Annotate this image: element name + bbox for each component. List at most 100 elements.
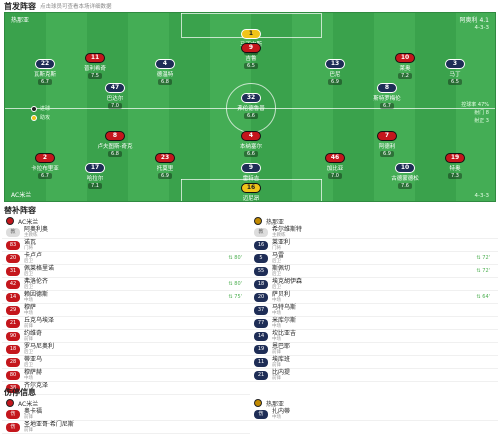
subs-title: 替补阵容 — [4, 205, 36, 215]
home-player[interactable]: 2 卡拉布里亚 6.7 — [15, 153, 75, 179]
player-rating: 7.0 — [328, 173, 342, 179]
home-badge-icon — [6, 399, 14, 407]
shirt-number: 83 — [6, 240, 20, 250]
player-position: 后卫 — [24, 259, 33, 264]
away-player[interactable]: 22 瓦斯克斯 6.7 — [15, 59, 75, 85]
player-position: 前锋 — [24, 415, 33, 420]
jersey-icon: 22 — [35, 59, 55, 69]
list-item[interactable]: 18 埃克胡伊森 后卫 — [250, 278, 498, 291]
subs-away-col: 热那亚 教希尔维斯特 主教练 16 莱亚利 门将 5 马雷 后卫 ⇅ 72' 55 斯佩切 后卫 ⇅ 7… — [250, 216, 498, 382]
list-item[interactable]: 83 诺瓦 门将 — [2, 239, 250, 252]
list-item[interactable]: 教希尔维斯特 主教练 — [250, 226, 498, 239]
pitch: 热那亚 阿奥利 4.1 4-3-3 进球 助攻 控球率 47% 射门 8 射正 … — [4, 12, 496, 202]
home-player[interactable]: 46 加比亚 7.0 — [305, 153, 365, 179]
list-item[interactable]: 18 罗马尼奥利 后卫 — [2, 343, 250, 356]
list-item[interactable]: 14 赖因德斯 中场 ⇅ 75' — [2, 291, 250, 304]
player-rating: 7.2 — [398, 73, 412, 79]
home-player[interactable]: 9 吉鲁 6.5 — [221, 43, 281, 69]
legend-assist: 助攻 — [31, 114, 50, 121]
list-item[interactable]: 80 穆萨赫 中场 — [2, 369, 250, 382]
away-player[interactable]: 13 巴尼 6.9 — [305, 59, 365, 85]
list-item[interactable]: 伤奥卡福 前锋 — [2, 408, 250, 421]
player-rating: 7.1 — [88, 183, 102, 189]
player-rating: 6.7 — [380, 103, 394, 109]
injuries-list: AC米兰 伤奥卡福 前锋伤圣地亚哥·希门尼斯 前锋 热那亚 伤扎内蒂 中场 — [0, 398, 500, 440]
home-player[interactable]: 8 卢夫图斯-奇克 6.8 — [85, 131, 145, 157]
shirt-number: 31 — [6, 266, 20, 276]
away-player[interactable]: 32 弗伦德鲁普 6.6 — [221, 93, 281, 119]
player-rating: 6.7 — [38, 79, 52, 85]
away-player[interactable]: 3 马丁 6.5 — [425, 59, 485, 85]
jersey-icon: 19 — [445, 153, 465, 163]
home-player[interactable]: 7 阿德利 6.9 — [357, 131, 417, 157]
shirt-number: 80 — [6, 370, 20, 380]
home-player[interactable]: 19 特奥 7.3 — [425, 153, 485, 179]
list-item[interactable]: 55 斯佩切 后卫 ⇅ 72' — [250, 265, 498, 278]
list-item[interactable]: 5 马雷 后卫 ⇅ 72' — [250, 252, 498, 265]
shirt-number: 55 — [254, 266, 268, 276]
jersey-icon: 16 — [241, 183, 261, 193]
player-name: 迈尼昂 — [242, 196, 260, 202]
home-player[interactable]: 16迈尼昂7.1 — [221, 183, 281, 202]
list-item[interactable]: 77 米库尔斯 中场 — [250, 317, 498, 330]
list-item[interactable]: 20 萨贝利 中场 ⇅ 64' — [250, 291, 498, 304]
player-name: 希尔维斯特 — [272, 226, 303, 233]
jersey-icon: 46 — [325, 153, 345, 163]
player-name: 德温特 — [156, 72, 174, 78]
player-position: 后卫 — [24, 350, 33, 355]
jersey-icon: 9 — [241, 43, 261, 53]
injuries-away-col: 热那亚 伤扎内蒂 中场 — [250, 398, 498, 421]
away-formation: 4-3-3 — [474, 25, 489, 31]
player-position: 前锋 — [272, 376, 281, 381]
list-item[interactable]: 29 穆萨 中场 — [2, 304, 250, 317]
shirt-number: 11 — [254, 357, 268, 367]
shirt-number: 20 — [6, 253, 20, 263]
away-player[interactable]: 17 哈拉尔 7.1 — [65, 163, 125, 189]
sub-minute: ⇅ 72' — [476, 255, 490, 261]
away-player[interactable]: 47 巴达尔 7.0 — [85, 83, 145, 109]
list-item[interactable]: 教阿奥利奥 主教练 — [2, 226, 250, 239]
list-item[interactable]: 38 齐尔克泽 前锋 — [2, 382, 250, 395]
player-name: 蒂亚乌 — [24, 356, 43, 363]
player-name: 雷特吉 — [242, 176, 260, 182]
home-player[interactable]: 23 托莫里 6.9 — [135, 153, 195, 179]
jersey-icon: 7 — [377, 131, 397, 141]
player-name: 马雷 — [272, 252, 285, 259]
home-player[interactable]: 10 莱奥 7.2 — [375, 53, 435, 79]
away-player[interactable]: 4 德温特 6.8 — [135, 59, 195, 85]
list-item[interactable]: 16 莱亚利 门将 — [250, 239, 498, 252]
list-item[interactable]: 21 丘克乌埃泽 前锋 — [2, 317, 250, 330]
jersey-icon: 8 — [105, 131, 125, 141]
player-rating: 7.3 — [448, 173, 462, 179]
list-item[interactable]: 31 佩莱格里诺 后卫 — [2, 265, 250, 278]
shirt-number: 18 — [254, 279, 268, 289]
list-item[interactable]: 28 蒂亚乌 后卫 — [2, 356, 250, 369]
player-name: 特奥 — [449, 166, 461, 172]
home-player[interactable]: 11 普利希奇 7.5 — [65, 53, 125, 79]
sub-minute: ⇅ 75' — [228, 294, 242, 300]
away-player[interactable]: 10 古德蒙德松 7.6 — [375, 163, 435, 189]
away-player[interactable]: 8 斯特罗梅伦 6.7 — [357, 83, 417, 109]
player-position: 中场 — [272, 324, 281, 329]
home-formation: 4-3-3 — [474, 193, 489, 199]
list-item[interactable]: 19 恩巴耶 前锋 — [250, 343, 498, 356]
shirt-number: 伤 — [254, 409, 268, 419]
list-item[interactable]: 37 马特乌斯 中场 — [250, 304, 498, 317]
list-item[interactable]: 21 比内提 前锋 — [250, 369, 498, 382]
shirt-number: 14 — [254, 331, 268, 341]
list-item[interactable]: 20 卡卢卢 后卫 ⇅ 80' — [2, 252, 250, 265]
sub-minute: ⇅ 64' — [476, 294, 490, 300]
home-player[interactable]: 4 本纳塞尔 6.6 — [221, 131, 281, 157]
player-name: 诺瓦 — [24, 239, 37, 246]
shirt-number: 29 — [6, 305, 20, 315]
sub-minute: ⇅ 80' — [228, 281, 242, 287]
list-item[interactable]: 11 埃库班 前锋 — [250, 356, 498, 369]
list-item[interactable]: 42 弗洛伦齐 后卫 ⇅ 80' — [2, 278, 250, 291]
list-item[interactable]: 14 坎比亚吉 中场 — [250, 330, 498, 343]
list-item[interactable]: 伤扎内蒂 中场 — [250, 408, 498, 421]
list-item[interactable]: 90 约维奇 前锋 — [2, 330, 250, 343]
injuries-home-team: AC米兰 — [2, 398, 250, 408]
jersey-icon: 4 — [241, 131, 261, 141]
list-item[interactable]: 伤圣地亚哥·希门尼斯 前锋 — [2, 421, 250, 434]
player-name: 恩巴耶 — [272, 343, 291, 350]
